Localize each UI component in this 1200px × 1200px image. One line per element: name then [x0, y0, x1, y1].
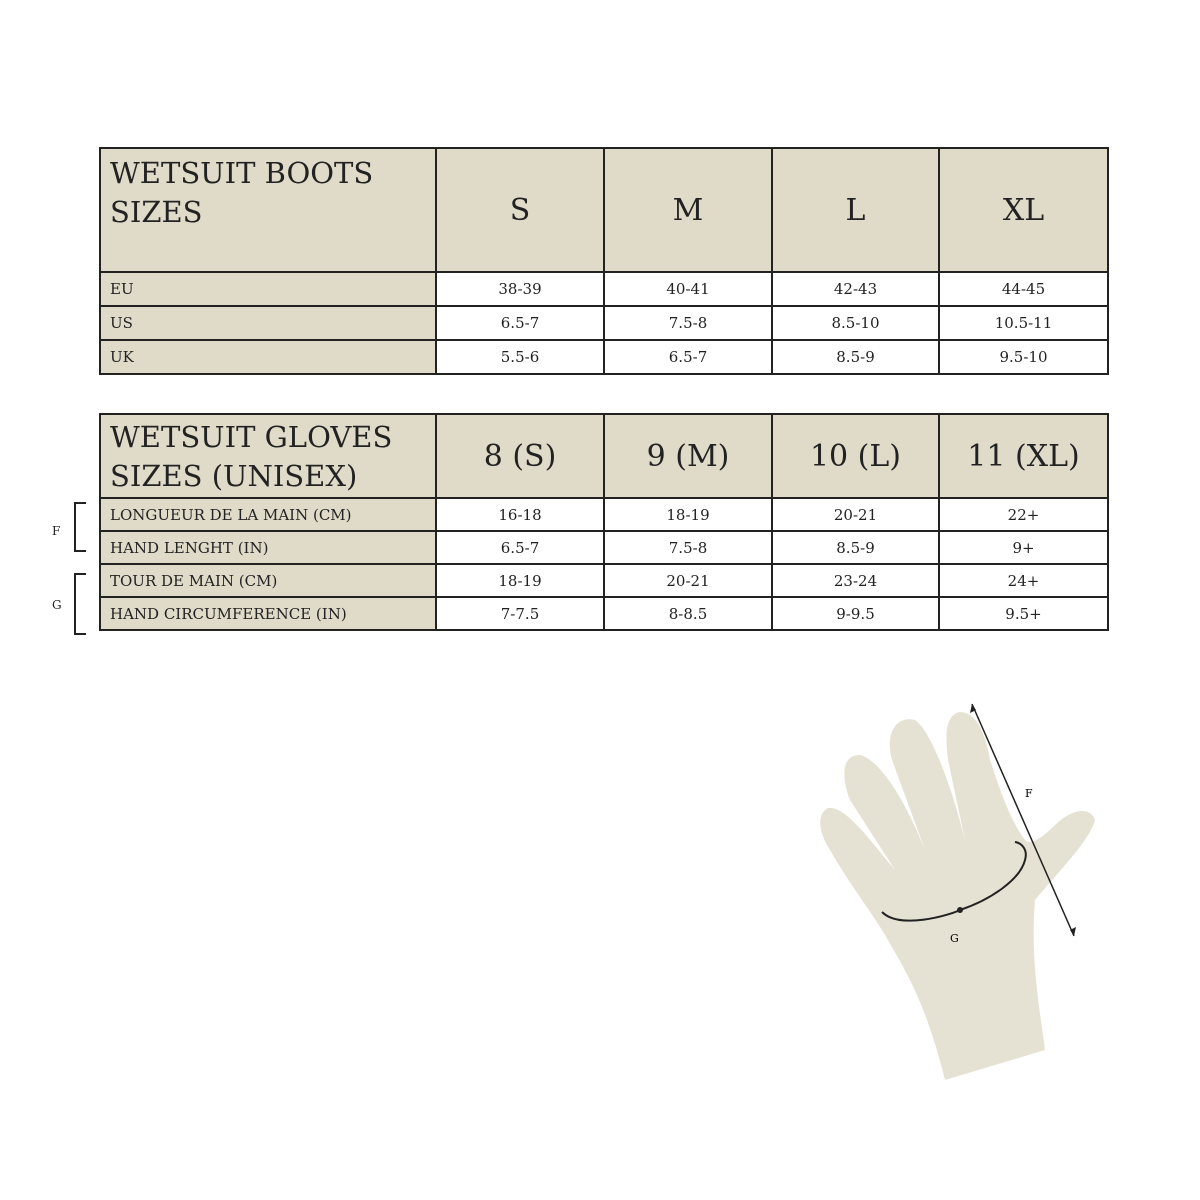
hand-length-arrow [971, 703, 1075, 937]
title-line: SIZES (UNISEX) [110, 459, 358, 493]
size-value: 23-24 [771, 563, 940, 598]
size-value: 8.5-9 [771, 530, 940, 565]
table-row: HAND LENGHT (IN) 6.5-7 7.5-8 8.5-9 9+ [99, 530, 1109, 565]
group-label-f: F [52, 524, 61, 538]
size-value: 16-18 [435, 497, 605, 532]
size-value: 6.5-7 [435, 305, 605, 341]
size-value: 18-19 [435, 563, 605, 598]
size-value: 24+ [938, 563, 1109, 598]
row-label: LONGUEUR DE LA MAIN (CM) [99, 497, 437, 532]
row-label: HAND CIRCUMFERENCE (IN) [99, 596, 437, 631]
size-value: 18-19 [603, 497, 773, 532]
diagram-label-f: F [1025, 787, 1033, 800]
size-header: XL [938, 147, 1109, 273]
table-row: EU 38-39 40-41 42-43 44-45 [99, 271, 1109, 307]
size-value: 8.5-9 [771, 339, 940, 375]
table-row: US 6.5-7 7.5-8 8.5-10 10.5-11 [99, 305, 1109, 341]
diagram-label-g: G [950, 932, 959, 945]
size-value: 9+ [938, 530, 1109, 565]
size-value: 7.5-8 [603, 530, 773, 565]
size-value: 10.5-11 [938, 305, 1109, 341]
size-value: 9-9.5 [771, 596, 940, 631]
size-header: 11 (XL) [938, 413, 1109, 499]
table-row: TOUR DE MAIN (CM) 18-19 20-21 23-24 24+ [99, 563, 1109, 598]
size-header: 9 (M) [603, 413, 773, 499]
boots-title: WETSUIT BOOTS SIZES [99, 147, 437, 273]
row-label: US [99, 305, 437, 341]
size-value: 44-45 [938, 271, 1109, 307]
size-value: 6.5-7 [435, 530, 605, 565]
row-label: TOUR DE MAIN (CM) [99, 563, 437, 598]
row-label: EU [99, 271, 437, 307]
size-header: M [603, 147, 773, 273]
row-label: UK [99, 339, 437, 375]
size-value: 20-21 [771, 497, 940, 532]
table-row: HAND CIRCUMFERENCE (IN) 7-7.5 8-8.5 9-9.5 9.… [99, 596, 1109, 631]
boots-size-table: WETSUIT BOOTS SIZES S M L XL EU 38-39 40-41… [99, 147, 1109, 375]
size-header: S [435, 147, 605, 273]
group-label-g: G [52, 598, 62, 612]
size-value: 20-21 [603, 563, 773, 598]
size-value: 7-7.5 [435, 596, 605, 631]
size-value: 7.5-8 [603, 305, 773, 341]
size-header: 8 (S) [435, 413, 605, 499]
hand-circumference-line [881, 841, 1027, 922]
size-value: 8-8.5 [603, 596, 773, 631]
group-bracket-f [74, 502, 86, 552]
size-value: 6.5-7 [603, 339, 773, 375]
size-value: 40-41 [603, 271, 773, 307]
size-value: 9.5-10 [938, 339, 1109, 375]
group-bracket-g [74, 573, 86, 635]
size-value: 8.5-10 [771, 305, 940, 341]
title-line: WETSUIT GLOVES [110, 420, 393, 454]
size-header: L [771, 147, 940, 273]
table-header-row: WETSUIT BOOTS SIZES S M L XL [99, 147, 1109, 273]
gloves-title: WETSUIT GLOVES SIZES (UNISEX) [99, 413, 437, 499]
size-value: 22+ [938, 497, 1109, 532]
hand-illustration [820, 712, 1095, 1080]
title-line: SIZES [110, 195, 203, 229]
row-label: HAND LENGHT (IN) [99, 530, 437, 565]
size-value: 5.5-6 [435, 339, 605, 375]
table-row: UK 5.5-6 6.5-7 8.5-9 9.5-10 [99, 339, 1109, 375]
size-header: 10 (L) [771, 413, 940, 499]
table-header-row: WETSUIT GLOVES SIZES (UNISEX) 8 (S) 9 (M)… [99, 413, 1109, 499]
table-row: LONGUEUR DE LA MAIN (CM) 16-18 18-19 20-21 2… [99, 497, 1109, 532]
gloves-size-table: WETSUIT GLOVES SIZES (UNISEX) 8 (S) 9 (M)… [99, 413, 1109, 631]
title-line: WETSUIT BOOTS [110, 156, 374, 190]
size-value: 38-39 [435, 271, 605, 307]
size-value: 9.5+ [938, 596, 1109, 631]
size-value: 42-43 [771, 271, 940, 307]
